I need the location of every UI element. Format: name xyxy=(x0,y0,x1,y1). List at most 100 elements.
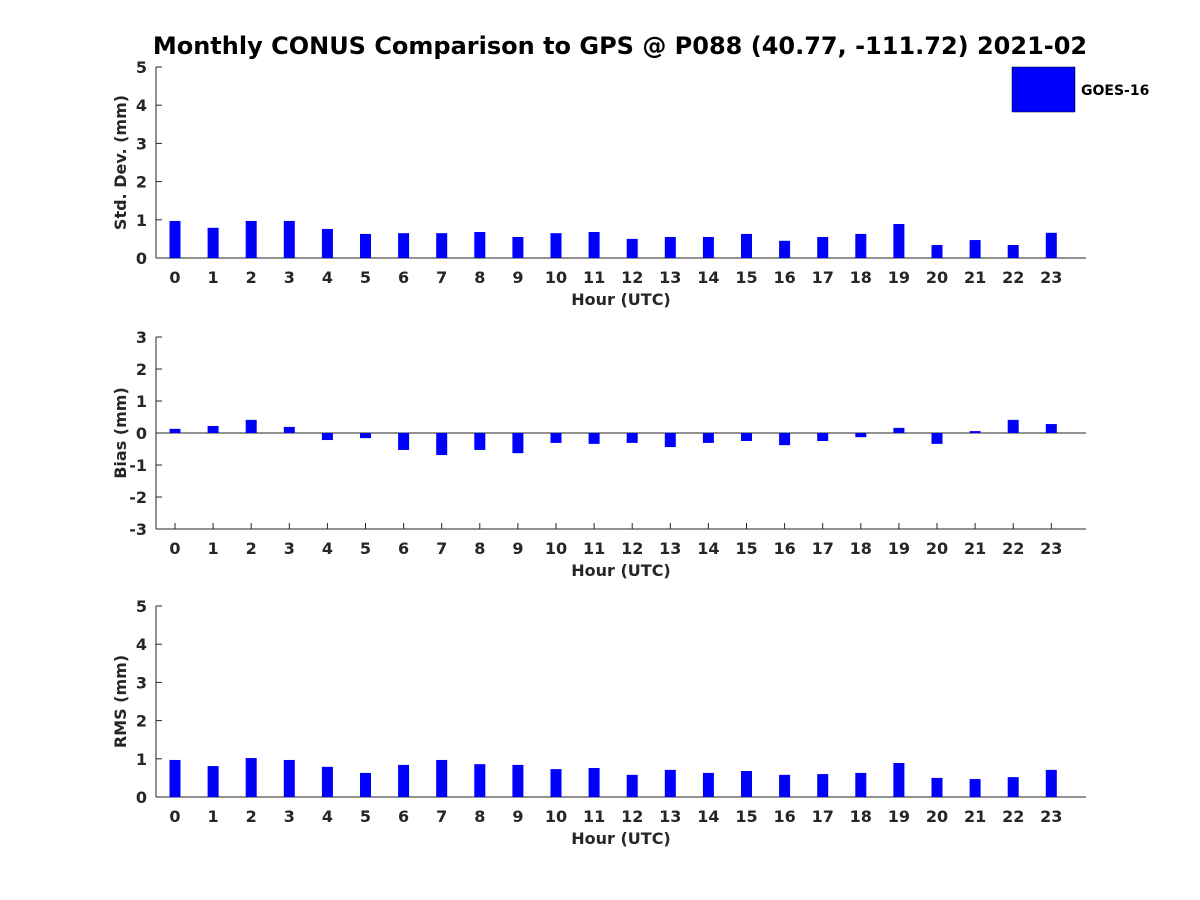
std-dev-bar-hour-8 xyxy=(474,232,486,258)
bias-bar-hour-9 xyxy=(512,433,524,454)
std-dev-bar-hour-2 xyxy=(245,220,257,258)
bias-bar-hour-0 xyxy=(169,428,181,433)
std-dev-bar-hour-6 xyxy=(398,233,410,258)
rms-x-tick-label: 13 xyxy=(659,807,681,826)
rms-y-tick-label: 1 xyxy=(136,750,147,769)
bias-x-tick-label: 18 xyxy=(850,539,872,558)
bias-x-tick-label: 14 xyxy=(697,539,719,558)
std-dev-y-tick-label: 4 xyxy=(136,96,147,115)
rms-y-tick-label: 4 xyxy=(136,635,147,654)
rms-bar-hour-15 xyxy=(741,771,752,797)
bias-x-tick-label: 19 xyxy=(888,539,910,558)
bias-bar-hour-7 xyxy=(436,433,448,456)
std-dev-x-tick-label: 18 xyxy=(850,268,872,287)
std-dev-x-tick-label: 16 xyxy=(773,268,795,287)
std-dev-x-tick-label: 11 xyxy=(583,268,605,287)
bias-x-tick-label: 15 xyxy=(735,539,757,558)
rms-x-tick-label: 5 xyxy=(360,807,371,826)
rms-x-tick-label: 11 xyxy=(583,807,605,826)
std-dev-x-tick-label: 19 xyxy=(888,268,910,287)
rms-x-tick-label: 6 xyxy=(398,807,409,826)
bias-bar-hour-18 xyxy=(855,433,867,438)
rms-x-tick-label: 16 xyxy=(773,807,795,826)
bias-bar-hour-22 xyxy=(1007,419,1019,433)
std-dev-bar-hour-18 xyxy=(855,233,867,258)
bias-y-tick-label: 0 xyxy=(136,424,147,443)
bias-bar-hour-15 xyxy=(741,433,752,441)
bias-bar-hour-20 xyxy=(931,433,943,444)
bias-bar-hour-13 xyxy=(664,433,676,448)
bias-x-tick-label: 21 xyxy=(964,539,986,558)
rms-x-tick-label: 22 xyxy=(1002,807,1024,826)
std-dev-bar-hour-12 xyxy=(626,238,638,258)
std-dev-bar-hour-0 xyxy=(169,220,181,258)
std-dev-bar-hour-22 xyxy=(1007,245,1019,258)
rms-x-tick-label: 10 xyxy=(545,807,567,826)
bias-bar-hour-17 xyxy=(817,433,829,441)
legend-swatch-goes-16 xyxy=(1011,66,1076,113)
std-dev-bar-hour-13 xyxy=(664,236,676,258)
legend: GOES-16 xyxy=(1011,66,1149,113)
bias-x-tick-label: 6 xyxy=(398,539,409,558)
rms-x-tick-label: 12 xyxy=(621,807,643,826)
rms-bar-hour-3 xyxy=(283,759,295,797)
rms-bar-hour-21 xyxy=(969,779,981,797)
bias-bar-hour-5 xyxy=(360,433,371,439)
std-dev-bar-hour-10 xyxy=(550,233,562,258)
bias-x-tick-label: 4 xyxy=(322,539,333,558)
bias-x-tick-label: 2 xyxy=(246,539,257,558)
rms-bar-hour-13 xyxy=(664,769,676,797)
std-dev-x-tick-label: 5 xyxy=(360,268,371,287)
std-dev-bar-hour-4 xyxy=(321,228,333,258)
bias-x-tick-label: 20 xyxy=(926,539,948,558)
bias-bar-hour-2 xyxy=(245,419,257,433)
rms-x-tick-label: 23 xyxy=(1040,807,1062,826)
std-dev-bar-hour-14 xyxy=(702,236,714,258)
rms-bar-hour-17 xyxy=(817,774,829,797)
bias-y-tick-label: 2 xyxy=(136,360,147,379)
std-dev-y-tick-label: 2 xyxy=(136,173,147,192)
bias-x-tick-label: 8 xyxy=(474,539,485,558)
bias-bar-hour-3 xyxy=(283,426,295,433)
rms-bar-hour-19 xyxy=(893,763,905,797)
rms-x-tick-label: 2 xyxy=(246,807,257,826)
bias-x-axis-label: Hour (UTC) xyxy=(571,561,671,580)
std-dev-x-tick-label: 23 xyxy=(1040,268,1062,287)
bias-x-tick-label: 23 xyxy=(1040,539,1062,558)
rms-x-tick-label: 1 xyxy=(208,807,219,826)
bias-bar-hour-6 xyxy=(398,433,410,450)
rms-x-tick-label: 0 xyxy=(169,807,180,826)
std-dev-x-tick-label: 14 xyxy=(697,268,719,287)
bias-x-tick-label: 9 xyxy=(512,539,523,558)
std-dev-x-tick-label: 22 xyxy=(1002,268,1024,287)
std-dev-bar-hour-23 xyxy=(1045,232,1057,258)
rms-bar-hour-11 xyxy=(588,767,600,797)
bias-y-tick-label: -3 xyxy=(129,520,147,539)
rms-x-tick-label: 20 xyxy=(926,807,948,826)
std-dev-bar-hour-19 xyxy=(893,224,905,258)
rms-x-tick-label: 17 xyxy=(812,807,834,826)
rms-x-tick-label: 4 xyxy=(322,807,333,826)
std-dev-bar-hour-20 xyxy=(931,245,943,258)
std-dev-x-tick-label: 21 xyxy=(964,268,986,287)
bias-x-tick-label: 5 xyxy=(360,539,371,558)
rms-y-tick-label: 3 xyxy=(136,673,147,692)
rms-x-tick-label: 21 xyxy=(964,807,986,826)
rms-x-tick-label: 14 xyxy=(697,807,719,826)
rms-bar-hour-4 xyxy=(321,766,333,797)
std-dev-bar-hour-7 xyxy=(436,233,448,258)
std-dev-x-tick-label: 6 xyxy=(398,268,409,287)
rms-bar-hour-1 xyxy=(207,766,219,797)
std-dev-bar-hour-3 xyxy=(283,220,295,258)
std-dev-x-tick-label: 7 xyxy=(436,268,447,287)
bias-y-tick-label: -1 xyxy=(129,456,147,475)
rms-x-tick-label: 19 xyxy=(888,807,910,826)
bias-bar-hour-1 xyxy=(207,425,219,433)
bias-y-tick-label: 1 xyxy=(136,392,147,411)
rms-bar-hour-6 xyxy=(398,764,410,797)
std-dev-x-tick-label: 3 xyxy=(284,268,295,287)
rms-bar-hour-8 xyxy=(474,764,486,797)
rms-bar-hour-7 xyxy=(436,759,448,797)
bias-y-tick-label: -2 xyxy=(129,488,147,507)
bias-bar-hour-11 xyxy=(588,433,600,444)
